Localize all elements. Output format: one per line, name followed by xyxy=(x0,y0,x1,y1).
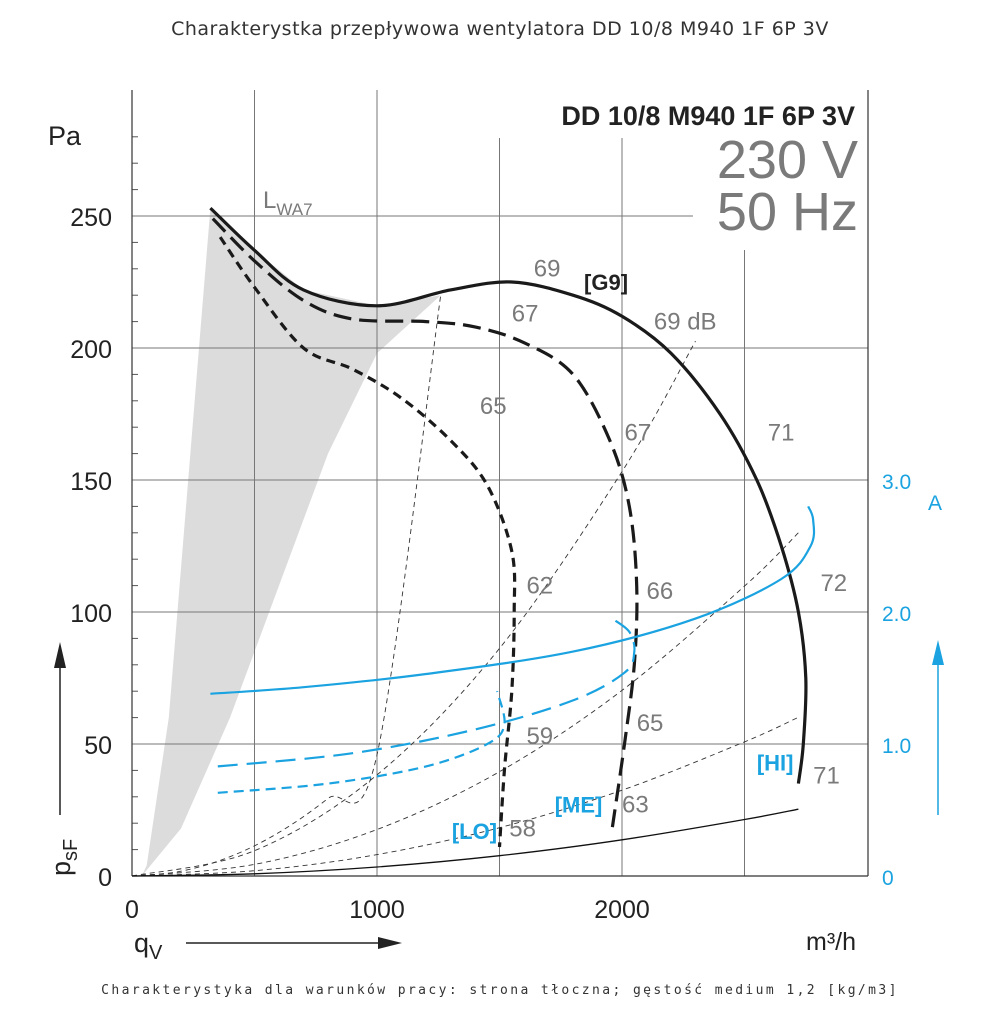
x-axis-label: qV xyxy=(134,928,163,964)
pressure-curve-lo xyxy=(218,236,517,848)
voltage-label: 230 V xyxy=(717,130,858,190)
y-tick-label: 50 xyxy=(84,732,112,760)
sound-level-label: 59 xyxy=(526,723,553,750)
system-curve xyxy=(131,340,696,877)
frequency-label: 50 Hz xyxy=(717,182,858,242)
page-title: Charakterystka przepływowa wentylatora D… xyxy=(171,18,829,40)
sound-level-label: 65 xyxy=(637,710,664,737)
y2-unit-label: A xyxy=(928,492,942,515)
grid xyxy=(132,90,868,876)
y-axis-label: psF xyxy=(46,839,82,876)
y-unit-label: Pa xyxy=(48,121,82,151)
speed-label: [ME] xyxy=(555,793,603,818)
system-curve xyxy=(131,532,799,877)
y-tick-label: 100 xyxy=(70,600,112,628)
pressure-curve-hi xyxy=(209,206,808,784)
sound-level-label: 65 xyxy=(480,393,507,420)
system-curve xyxy=(131,808,799,877)
y-axis-arrow-icon xyxy=(54,642,66,668)
sound-level-label: 67 xyxy=(624,419,651,446)
footer-note: Charakterystyka dla warunków pracy: stro… xyxy=(101,983,899,998)
sound-level-label: 72 xyxy=(820,570,847,597)
pressure-curve-me xyxy=(211,217,639,829)
y2-tick-label: 0 xyxy=(882,867,894,890)
fan-characteristic-chart: 0 1000 2000 0 50 100 150 200 250 0 1.0 2.0 3.0 Pa Am³/… xyxy=(46,90,944,964)
sound-level-label: 67 xyxy=(512,301,539,328)
lwa-label: LWA7 xyxy=(263,187,313,219)
model-label: DD 10/8 M940 1F 6P 3V xyxy=(561,101,855,131)
sound-level-label: 71 xyxy=(768,419,795,446)
y2-tick-label: 3.0 xyxy=(882,471,911,494)
y2-tick-label: 2.0 xyxy=(882,603,911,626)
current-curve-me xyxy=(217,617,636,768)
y2-axis-arrow-icon xyxy=(932,640,944,665)
x-tick-label: 1000 xyxy=(349,896,405,924)
speed-label: [HI] xyxy=(757,750,794,775)
sound-level-label: 66 xyxy=(647,578,674,605)
x-tick-label: 0 xyxy=(125,896,139,924)
y-tick-label: 250 xyxy=(70,204,112,232)
sound-level-label: 71 xyxy=(813,763,840,790)
sound-level-label: 69 xyxy=(534,256,561,283)
speed-label: [LO] xyxy=(452,819,497,844)
current-curve-lo xyxy=(217,690,506,794)
y-tick-label: 200 xyxy=(70,336,112,364)
sound-level-label: 58 xyxy=(509,815,536,842)
system-curve xyxy=(131,716,799,877)
y2-tick-label: 1.0 xyxy=(882,735,911,758)
y-tick-label: 0 xyxy=(98,864,112,892)
x-axis-arrow-icon xyxy=(378,937,402,949)
sound-level-label: 69 dB xyxy=(654,309,717,336)
sound-level-label: 62 xyxy=(526,573,553,600)
y-tick-label: 150 xyxy=(70,468,112,496)
current-curve-hi xyxy=(210,505,816,695)
unstable-region xyxy=(141,208,441,877)
x-unit-label: m³/h xyxy=(806,928,856,956)
sound-level-label: 63 xyxy=(622,792,649,819)
x-tick-label: 2000 xyxy=(594,896,650,924)
speed-label: [G9] xyxy=(584,270,628,295)
